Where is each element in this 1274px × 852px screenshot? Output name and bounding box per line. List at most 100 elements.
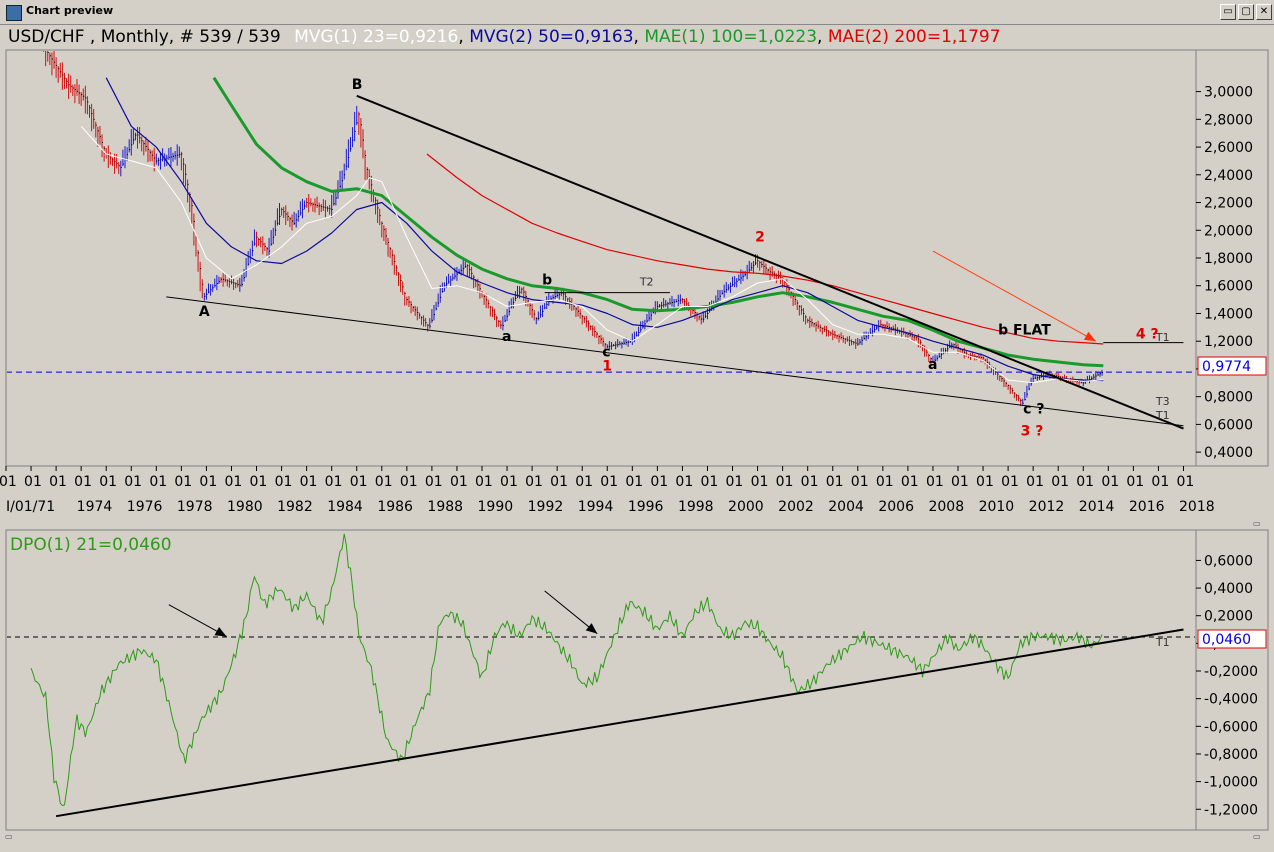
x-year-label: 2010	[979, 499, 1015, 515]
oscillator-legend: DPO(1) 21=0,0460	[10, 535, 172, 555]
x-year-label: 2004	[828, 499, 864, 515]
panel-splitter[interactable]	[0, 517, 1274, 527]
x-tick-label-01: 01	[1151, 474, 1169, 490]
x-tick-label-01: 01	[350, 474, 368, 490]
x-year-label: 2008	[928, 499, 964, 515]
x-year-label: 1988	[427, 499, 463, 515]
x-tick-label-01: 01	[425, 474, 443, 490]
x-tick-label-01: 01	[826, 474, 844, 490]
x-tick-label-01: 01	[74, 474, 92, 490]
x-tick-label-01: 01	[99, 474, 117, 490]
osc-arrowhead	[214, 627, 227, 637]
x-tick-label-01: 01	[600, 474, 618, 490]
legend-instrument: USD/CHF , Monthly, # 539 / 539	[8, 27, 281, 47]
minimize-button[interactable]: ▭	[1220, 4, 1236, 20]
osc-y-tick-label: 0,2000	[1204, 609, 1253, 625]
price-y-tick-label: 3,0000	[1204, 85, 1253, 101]
osc-y-tick-label: -0,8000	[1204, 747, 1258, 763]
x-year-label: 1984	[327, 499, 363, 515]
x-tick-label-01: 01	[300, 474, 318, 490]
x-year-label: 1992	[528, 499, 564, 515]
forecast-arrowhead	[1083, 331, 1096, 342]
mvg1-line	[80, 125, 1104, 384]
x-year-label: 1982	[277, 499, 313, 515]
x-tick-label-01: 01	[149, 474, 167, 490]
legend-mvg2: MVG(2) 50=0,9163	[469, 27, 633, 47]
x-year-label: 1978	[177, 499, 213, 515]
wave-label: A	[199, 304, 210, 320]
x-tick-label-01: 01	[224, 474, 242, 490]
x-year-label: 1986	[377, 499, 413, 515]
x-tick-label-01: 01	[575, 474, 593, 490]
price-series-group	[43, 51, 1104, 407]
price-y-tick-label: 1,4000	[1204, 306, 1253, 322]
x-tick-label-01: 01	[926, 474, 944, 490]
wave-label: a	[502, 329, 511, 345]
x-tick-label-01: 01	[375, 474, 393, 490]
x-year-label: 1996	[628, 499, 664, 515]
splitter-handle-icon[interactable]: ▭	[1253, 519, 1261, 528]
price-y-tick-label: 2,4000	[1204, 168, 1253, 184]
osc-arrowhead	[585, 623, 598, 634]
oscillator-series-group: T1	[7, 533, 1195, 818]
osc-y-tick-label: -0,2000	[1204, 664, 1258, 680]
legend-mae2: MAE(2) 200=1,1797	[828, 27, 1001, 47]
wave-label: 2	[755, 229, 765, 245]
x-tick-label-01: 01	[851, 474, 869, 490]
corner-handle-icon[interactable]: ▭	[5, 832, 13, 841]
x-year-label: 2014	[1079, 499, 1115, 515]
x-year-label: 2012	[1029, 499, 1065, 515]
price-y-tick-label: 2,6000	[1204, 140, 1253, 156]
osc-arrow	[544, 590, 598, 635]
close-button[interactable]: ✕	[1256, 4, 1272, 20]
maximize-button[interactable]: ▢	[1238, 4, 1254, 20]
x-tick-label-01: 01	[625, 474, 643, 490]
x-tick-label-01: 01	[675, 474, 693, 490]
x-tick-label-01: 01	[901, 474, 919, 490]
window-titlebar: Chart preview ▭ ▢ ✕	[0, 0, 1274, 25]
line-tag: T1	[1155, 331, 1170, 344]
price-y-tick-label: 2,0000	[1204, 223, 1253, 239]
x-tick-label-01: 01	[275, 474, 293, 490]
wave-label: 1	[602, 358, 612, 374]
price-x-axis: 01 01 01 01 01 01 01 01 01 01 01 01 01 01 01 01 01 01 01 01…	[0, 466, 1215, 515]
x-tick-label-01: 01	[751, 474, 769, 490]
osc-y-tick-label: -0,6000	[1204, 719, 1258, 735]
current-price-marker: 0,9774	[1197, 356, 1267, 376]
mae1-line	[212, 76, 1104, 368]
price-y-tick-label: 2,2000	[1204, 196, 1253, 212]
osc-y-tick-label: -1,2000	[1204, 802, 1258, 818]
x-tick-label-01: 01	[174, 474, 192, 490]
price-legend: USD/CHF , Monthly, # 539 / 539 MVG(1) 23…	[8, 27, 1001, 47]
legend-mae1: MAE(1) 100=1,0223	[644, 27, 817, 47]
osc-y-tick-label: 0,6000	[1204, 553, 1253, 569]
x-tick-label-01: 01	[1026, 474, 1044, 490]
x-tick-label-01: 01	[24, 474, 42, 490]
wave-label: b FLAT	[998, 322, 1051, 338]
price-y-tick-label: 2,8000	[1204, 112, 1253, 128]
osc-y-tick-label: -0,4000	[1204, 692, 1258, 708]
x-tick-label-01: 01	[976, 474, 994, 490]
forecast-arrow	[932, 250, 1097, 342]
x-tick-label-01: 01	[776, 474, 794, 490]
x-year-label: 1976	[127, 499, 163, 515]
x-year-label: 2002	[778, 499, 814, 515]
wave-label: B	[352, 77, 363, 93]
bottom-handle-icon[interactable]: ▭	[1253, 832, 1261, 841]
x-tick-label-01: 01	[199, 474, 217, 490]
x-tick-label-01: 01	[500, 474, 518, 490]
current-price-label: 0,9774	[1202, 359, 1251, 375]
wave-label: c ?	[1023, 401, 1044, 417]
x-tick-label-01: 01	[650, 474, 668, 490]
current-dpo-label: 0,0460	[1202, 632, 1251, 648]
price-y-tick-label: 0,6000	[1204, 417, 1253, 433]
x-tick-label-01: 01	[475, 474, 493, 490]
mae2-line	[426, 153, 1104, 345]
wave-label: 4 ?	[1136, 326, 1159, 342]
legend-mvg1: MVG(1) 23=0,9216	[294, 27, 458, 47]
line-tag: T2	[639, 276, 654, 289]
osc-y-tick-label: -1,0000	[1204, 775, 1258, 791]
x-year-label: 2000	[728, 499, 764, 515]
x-tick-label-01: 01	[1076, 474, 1094, 490]
x-tick-label-01: 01	[1126, 474, 1144, 490]
